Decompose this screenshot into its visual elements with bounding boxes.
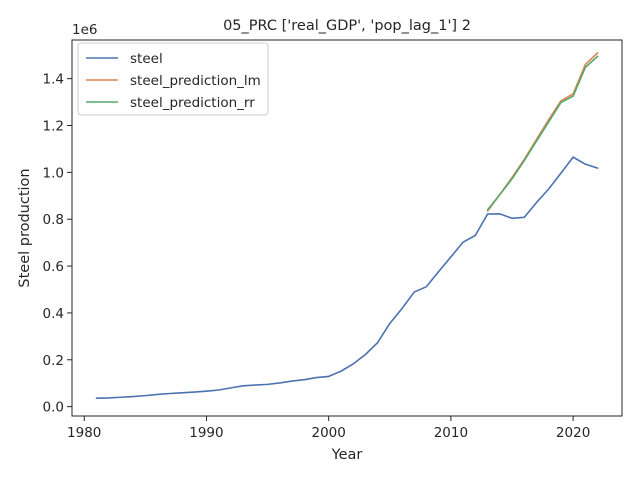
x-tick-label: 1990 [189,425,223,441]
y-axis: 0.0 0.2 0.4 0.6 0.8 1.0 1.2 1.4 [43,72,72,416]
y-tick-label: 0.4 [43,306,64,322]
x-tick-label: 2020 [556,425,590,441]
x-tick-label: 1980 [67,425,101,441]
y-tick-label: 1.4 [43,72,64,88]
plot-area [95,52,599,400]
y-tick-label: 0.2 [43,353,64,369]
legend: steel steel_prediction_lm steel_prediction… [77,42,269,116]
y-axis-label: Steel production [17,168,33,287]
legend-entry: steel_prediction_lm [130,73,261,89]
legend-box [77,42,269,116]
series-line-steel [95,156,599,400]
y-tick-label: 0.0 [43,400,64,416]
x-tick-label: 2010 [434,425,468,441]
legend-entry: steel_prediction_rr [130,95,255,111]
x-axis: 1980 1990 2000 2010 2020 [67,416,590,441]
y-tick-label: 1.2 [43,119,64,135]
x-axis-label: Year [331,447,363,463]
y-offset-label: 1e6 [72,22,97,38]
y-tick-label: 0.6 [43,259,64,275]
legend-entry: steel [130,51,163,67]
chart-title: 05_PRC ['real_GDP', 'pop_lag_1'] 2 [223,18,471,34]
series-line-steel-prediction-rr [486,55,599,211]
y-tick-label: 1.0 [43,165,64,181]
y-tick-label: 0.8 [43,212,64,228]
plot-frame [71,39,623,417]
x-tick-label: 2000 [311,425,345,441]
